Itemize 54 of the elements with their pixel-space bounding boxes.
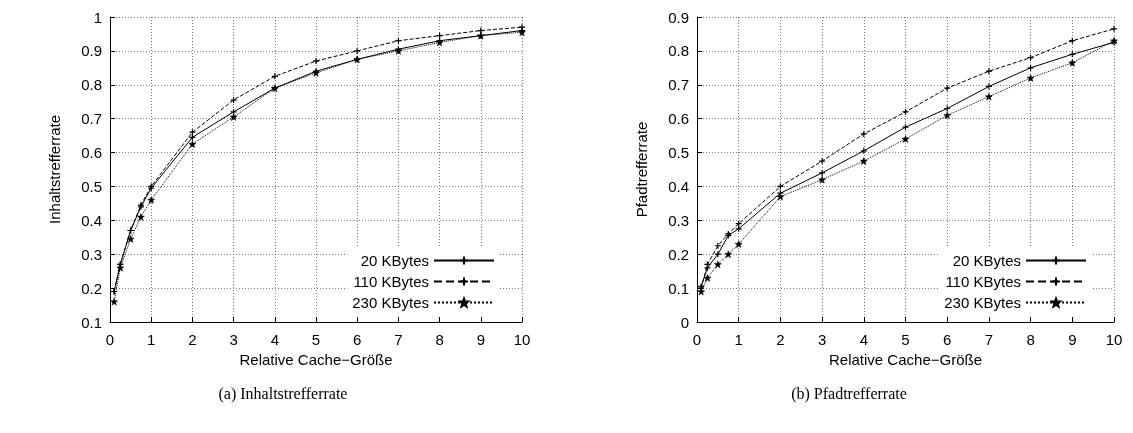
x-tick-label: 0 xyxy=(105,331,115,348)
legend-label: 20 KBytes xyxy=(952,252,1021,269)
y-tick-label: 0.2 xyxy=(81,279,102,297)
legend-label: 110 KBytes xyxy=(353,273,429,290)
y-tick-label: 0.1 xyxy=(81,313,102,331)
y-tick-label: 0.4 xyxy=(668,177,689,195)
x-tick-label: 9 xyxy=(476,331,485,348)
x-tick-label: 5 xyxy=(311,331,321,348)
x-tick-label: 6 xyxy=(353,331,362,348)
y-tick-label: 1 xyxy=(93,8,102,26)
y-tick-label: 0.4 xyxy=(81,211,102,229)
x-tick-label: 10 xyxy=(1105,331,1123,348)
y-tick-label: 0.8 xyxy=(668,42,689,60)
y-tick-label: 0.6 xyxy=(81,144,102,162)
y-tick-label: 0.8 xyxy=(81,76,102,94)
x-tick-label: 8 xyxy=(435,331,444,348)
x-tick-label: 4 xyxy=(270,331,279,348)
legend-label: 20 KBytes xyxy=(360,252,429,269)
x-tick-label: 2 xyxy=(188,331,197,348)
text: (b) Pfadtrefferrate xyxy=(791,384,907,403)
x-tick-label: 4 xyxy=(859,331,868,348)
y-tick-label: 0.5 xyxy=(668,144,689,162)
legend-label: 230 KBytes xyxy=(352,294,429,311)
x-tick-label: 8 xyxy=(1026,331,1035,348)
x-tick-label: 7 xyxy=(984,331,994,348)
y-axis-title: Pfadtrefferrate xyxy=(633,121,650,218)
y-tick-label: 0.1 xyxy=(668,279,689,297)
y-tick-label: 0.6 xyxy=(668,110,689,128)
x-tick-label: 6 xyxy=(943,331,952,348)
x-tick-label: 10 xyxy=(513,331,531,348)
legend-label: 230 KBytes xyxy=(944,294,1021,311)
x-tick-label: 9 xyxy=(1068,331,1077,348)
y-tick-label: 0.5 xyxy=(81,177,102,195)
x-tick-label: 2 xyxy=(776,331,785,348)
y-axis-title: Inhaltstrefferrate xyxy=(46,115,63,224)
x-tick-label: 7 xyxy=(394,331,403,348)
y-tick-label: 0.3 xyxy=(668,211,689,229)
y-tick-label: 0.7 xyxy=(81,110,102,128)
x-tick-label: 1 xyxy=(734,331,743,348)
x-axis-title: Relative Cache−Größe xyxy=(829,351,982,368)
x-tick-label: 0 xyxy=(692,331,702,348)
y-tick-label: 0 xyxy=(680,313,689,331)
legend-label: 110 KBytes xyxy=(945,273,1021,290)
y-tick-label: 0.2 xyxy=(668,245,689,263)
x-tick-label: 3 xyxy=(817,331,827,348)
y-tick-label: 0.9 xyxy=(81,42,102,60)
x-tick-label: 5 xyxy=(901,331,910,348)
x-axis-title: Relative Cache−Größe xyxy=(239,351,393,368)
text: (a) Inhaltstrefferrate xyxy=(218,384,348,403)
x-tick-label: 1 xyxy=(147,331,156,348)
x-tick-label: 3 xyxy=(229,331,238,348)
y-tick-label: 0.9 xyxy=(668,8,689,26)
y-tick-label: 0.7 xyxy=(668,76,689,94)
y-tick-label: 0.3 xyxy=(81,245,102,263)
